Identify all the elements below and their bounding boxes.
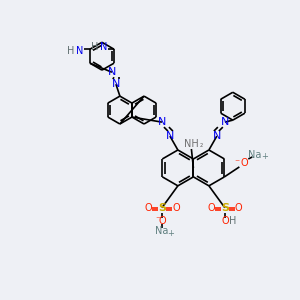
- Text: S: S: [158, 203, 166, 213]
- Text: ₂: ₂: [200, 140, 203, 148]
- Text: NH: NH: [184, 139, 199, 149]
- Text: N: N: [100, 42, 108, 52]
- Text: O: O: [207, 203, 215, 213]
- Text: N: N: [166, 131, 174, 141]
- Text: N: N: [213, 131, 221, 141]
- Text: N: N: [158, 117, 166, 127]
- Text: H: H: [67, 46, 75, 56]
- Text: H: H: [229, 216, 236, 226]
- Text: Na: Na: [155, 226, 169, 236]
- Text: ⁻: ⁻: [155, 216, 160, 226]
- Text: O: O: [144, 203, 152, 213]
- Text: O: O: [221, 216, 229, 226]
- Text: +: +: [167, 229, 174, 238]
- Text: N: N: [112, 79, 120, 89]
- Text: N: N: [108, 67, 116, 77]
- Text: O: O: [241, 158, 248, 168]
- Text: O: O: [158, 216, 166, 226]
- Text: ⁻: ⁻: [235, 158, 240, 168]
- Text: O: O: [172, 203, 180, 213]
- Text: O: O: [235, 203, 243, 213]
- Text: H: H: [92, 42, 99, 52]
- Text: N: N: [76, 46, 84, 56]
- Text: Na: Na: [248, 150, 261, 160]
- Text: S: S: [221, 203, 229, 213]
- Text: N: N: [220, 117, 229, 127]
- Text: +: +: [261, 152, 268, 161]
